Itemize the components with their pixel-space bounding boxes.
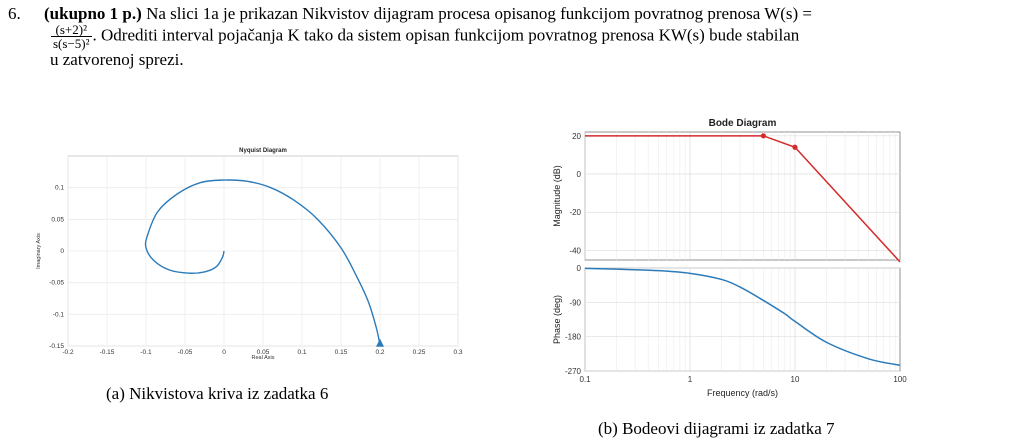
- nyquist-chart: -0.2 -0.15 -0.1 -0.05 0 0.05 0.1 0.15 0.2 0.25 0.3…: [36, 148, 463, 361]
- nyquist-x-tick-label: 0.2: [375, 349, 384, 356]
- transfer-function-fraction: (s+2)² s(s−5)²: [51, 23, 92, 50]
- bode-y-label: Phase (deg): [552, 295, 562, 344]
- nyquist-x-tick-label: 0.1: [297, 349, 306, 356]
- nyquist-x-tick-label: -0.05: [178, 349, 193, 356]
- nyquist-x-tick-label: -0.1: [140, 349, 152, 356]
- bode-y-tick-label: 0: [577, 264, 582, 273]
- problem-statement: 6. (ukupno 1 p.) Na slici 1a je prikazan …: [8, 4, 1008, 69]
- nyquist-arrow: [376, 338, 384, 347]
- nyquist-x-tick-label: 0.25: [413, 349, 426, 356]
- bode-y-tick-label: -20: [569, 208, 581, 217]
- problem-line-1: 6. (ukupno 1 p.) Na slici 1a je prikazan …: [8, 4, 1008, 23]
- problem-number: 6.: [8, 4, 21, 23]
- bode-marker: [760, 133, 766, 139]
- nyquist-x-tick-label: 0.05: [257, 349, 270, 356]
- bode-curve-0: [585, 135, 901, 263]
- bode-y-tick-label: -90: [569, 298, 581, 307]
- problem-text-3: u zatvorenoj sprezi.: [50, 50, 184, 69]
- bode-y-tick-label: 20: [572, 132, 581, 141]
- nyquist-x-tick-label: 0.15: [335, 349, 348, 356]
- nyquist-curve: [144, 179, 381, 345]
- nyquist-y-tick-label: -0.15: [49, 343, 64, 350]
- nyquist-y-tick-label: -0.1: [53, 311, 65, 318]
- bode-marker: [792, 144, 798, 150]
- bode-y-label: Magnitude (dB): [552, 165, 562, 227]
- nyquist-x-tick-label: -0.15: [100, 349, 115, 356]
- bode-x-tick-label: 1: [688, 375, 693, 384]
- bode-panel-0: [584, 131, 901, 261]
- bode-y-tick-label: 0: [577, 170, 582, 179]
- nyquist-x-tick-label: 0.3: [453, 349, 462, 356]
- bode-title: Bode Diagram: [709, 118, 777, 129]
- bode-y-tick-label: -40: [569, 246, 581, 255]
- caption-a: (a) Nikvistova kriva iz zadatka 6: [106, 384, 329, 403]
- bode-x-label: Frequency (rad/s): [707, 388, 778, 398]
- nyquist-y-tick-label: -0.05: [49, 280, 64, 287]
- bode-chart: Bode Diagram 20 0 -20 -40 Magnitude (dB) 0 -90 -…: [552, 118, 907, 398]
- nyquist-x-label: Real Axis: [252, 355, 275, 361]
- fraction-denominator: s(s−5)²: [53, 36, 90, 51]
- problem-text-2: . Odrediti interval pojačanja K tako da …: [92, 25, 800, 45]
- nyquist-x-tick-label: 0: [222, 349, 226, 356]
- bode-x-tick-label: 100: [893, 375, 907, 384]
- nyquist-y-tick-label: 0.05: [51, 216, 64, 223]
- nyquist-title: Nyquist Diagram: [239, 148, 287, 154]
- problem-line-3: u zatvorenoj sprezi.: [50, 50, 1008, 69]
- nyquist-x-tick-label: -0.2: [62, 349, 74, 356]
- bode-y-tick-label: -270: [565, 367, 582, 376]
- bode-x-tick-label: 0.1: [579, 375, 591, 384]
- bode-y-tick-label: -180: [565, 333, 582, 342]
- fraction-numerator: (s+2)²: [51, 23, 92, 37]
- bode-x-tick-label: 10: [791, 375, 800, 384]
- problem-points: (ukupno 1 p.): [44, 4, 142, 23]
- caption-b: (b) Bodeovi dijagrami iz zadatka 7: [598, 419, 835, 438]
- bode-curve-1: [584, 267, 901, 367]
- problem-line-2: (s+2)² s(s−5)². Odrediti interval pojačan…: [50, 23, 1008, 50]
- nyquist-y-tick-label: 0: [60, 248, 64, 255]
- nyquist-y-label: Imaginary Axis: [36, 233, 42, 269]
- nyquist-y-tick-label: 0.1: [55, 185, 64, 192]
- problem-text-1: Na slici 1a je prikazan Nikvistov dijagr…: [146, 4, 813, 23]
- bode-panel-1: [584, 267, 901, 372]
